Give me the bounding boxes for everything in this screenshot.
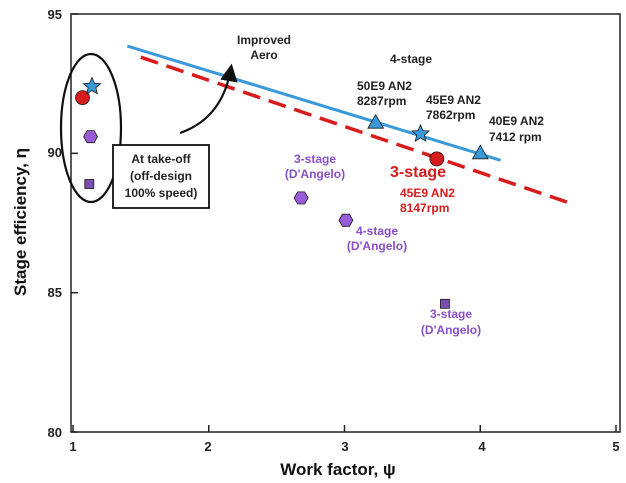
four-stage-label: 4-stage bbox=[390, 52, 432, 66]
data-point-star bbox=[411, 123, 431, 142]
data-point-circle bbox=[75, 90, 90, 105]
x-tick-label: 5 bbox=[612, 439, 619, 454]
trend-line-4-stage bbox=[126, 44, 502, 162]
point-label-45e9-red: 8147rpm bbox=[400, 201, 449, 215]
improved-aero-label: Improved bbox=[237, 33, 291, 47]
takeoff-ellipse bbox=[59, 52, 123, 204]
improved-aero-arrow bbox=[179, 63, 238, 135]
point-label-40e9: 7412 rpm bbox=[489, 130, 542, 144]
point-label-40e9: 40E9 AN2 bbox=[489, 114, 544, 128]
takeoff-label: (off-design bbox=[130, 169, 192, 183]
data-point-hexagon bbox=[293, 191, 309, 205]
axis-ticks bbox=[71, 13, 617, 433]
y-axis-title: Stage efficiency, η bbox=[11, 148, 30, 296]
data-point-circle bbox=[429, 151, 445, 167]
takeoff-callout-box bbox=[112, 144, 210, 209]
x-tick-label: 4 bbox=[478, 439, 486, 454]
x-axis-title: Work factor, ψ bbox=[280, 460, 395, 479]
y-tick-label: 85 bbox=[48, 285, 62, 300]
point-label-50e9: 8287rpm bbox=[357, 94, 406, 108]
point-label-45e9: 7862rpm bbox=[426, 108, 475, 122]
x-tick-label: 1 bbox=[69, 439, 76, 454]
trend-line-3-stage bbox=[140, 55, 576, 207]
plot-area bbox=[70, 13, 621, 433]
data-point-hexagon bbox=[83, 130, 99, 144]
improved-aero-label: Aero bbox=[250, 48, 277, 62]
dangelo-3-stage-label: 3-stage bbox=[294, 152, 336, 166]
dangelo-3-stage-square-label: 3-stage bbox=[430, 307, 472, 321]
dangelo-3-stage-square-label: (D'Angelo) bbox=[421, 323, 481, 337]
x-tick-label: 3 bbox=[341, 439, 348, 454]
data-point-square bbox=[84, 179, 95, 189]
y-tick-label: 90 bbox=[48, 145, 62, 160]
dangelo-4-stage-label: 4-stage bbox=[356, 224, 398, 238]
data-point-triangle bbox=[471, 144, 489, 160]
dangelo-4-stage-label: (D'Angelo) bbox=[347, 239, 407, 253]
three-stage-red-label: 3-stage bbox=[390, 164, 446, 181]
data-point-hexagon bbox=[338, 213, 354, 227]
point-label-45e9: 45E9 AN2 bbox=[426, 93, 481, 107]
point-label-50e9: 50E9 AN2 bbox=[357, 79, 412, 93]
point-label-45e9-red: 45E9 AN2 bbox=[400, 186, 455, 200]
takeoff-label: At take-off bbox=[131, 152, 191, 166]
data-point-triangle bbox=[367, 113, 385, 129]
data-points bbox=[75, 76, 489, 309]
x-tick-label: 2 bbox=[204, 439, 211, 454]
data-point-square bbox=[440, 298, 450, 309]
takeoff-label: 100% speed) bbox=[125, 186, 198, 200]
dangelo-3-stage-label: (D'Angelo) bbox=[285, 167, 345, 181]
y-tick-label: 95 bbox=[48, 7, 62, 22]
data-point-star bbox=[82, 76, 102, 95]
y-tick-label: 80 bbox=[48, 425, 62, 440]
